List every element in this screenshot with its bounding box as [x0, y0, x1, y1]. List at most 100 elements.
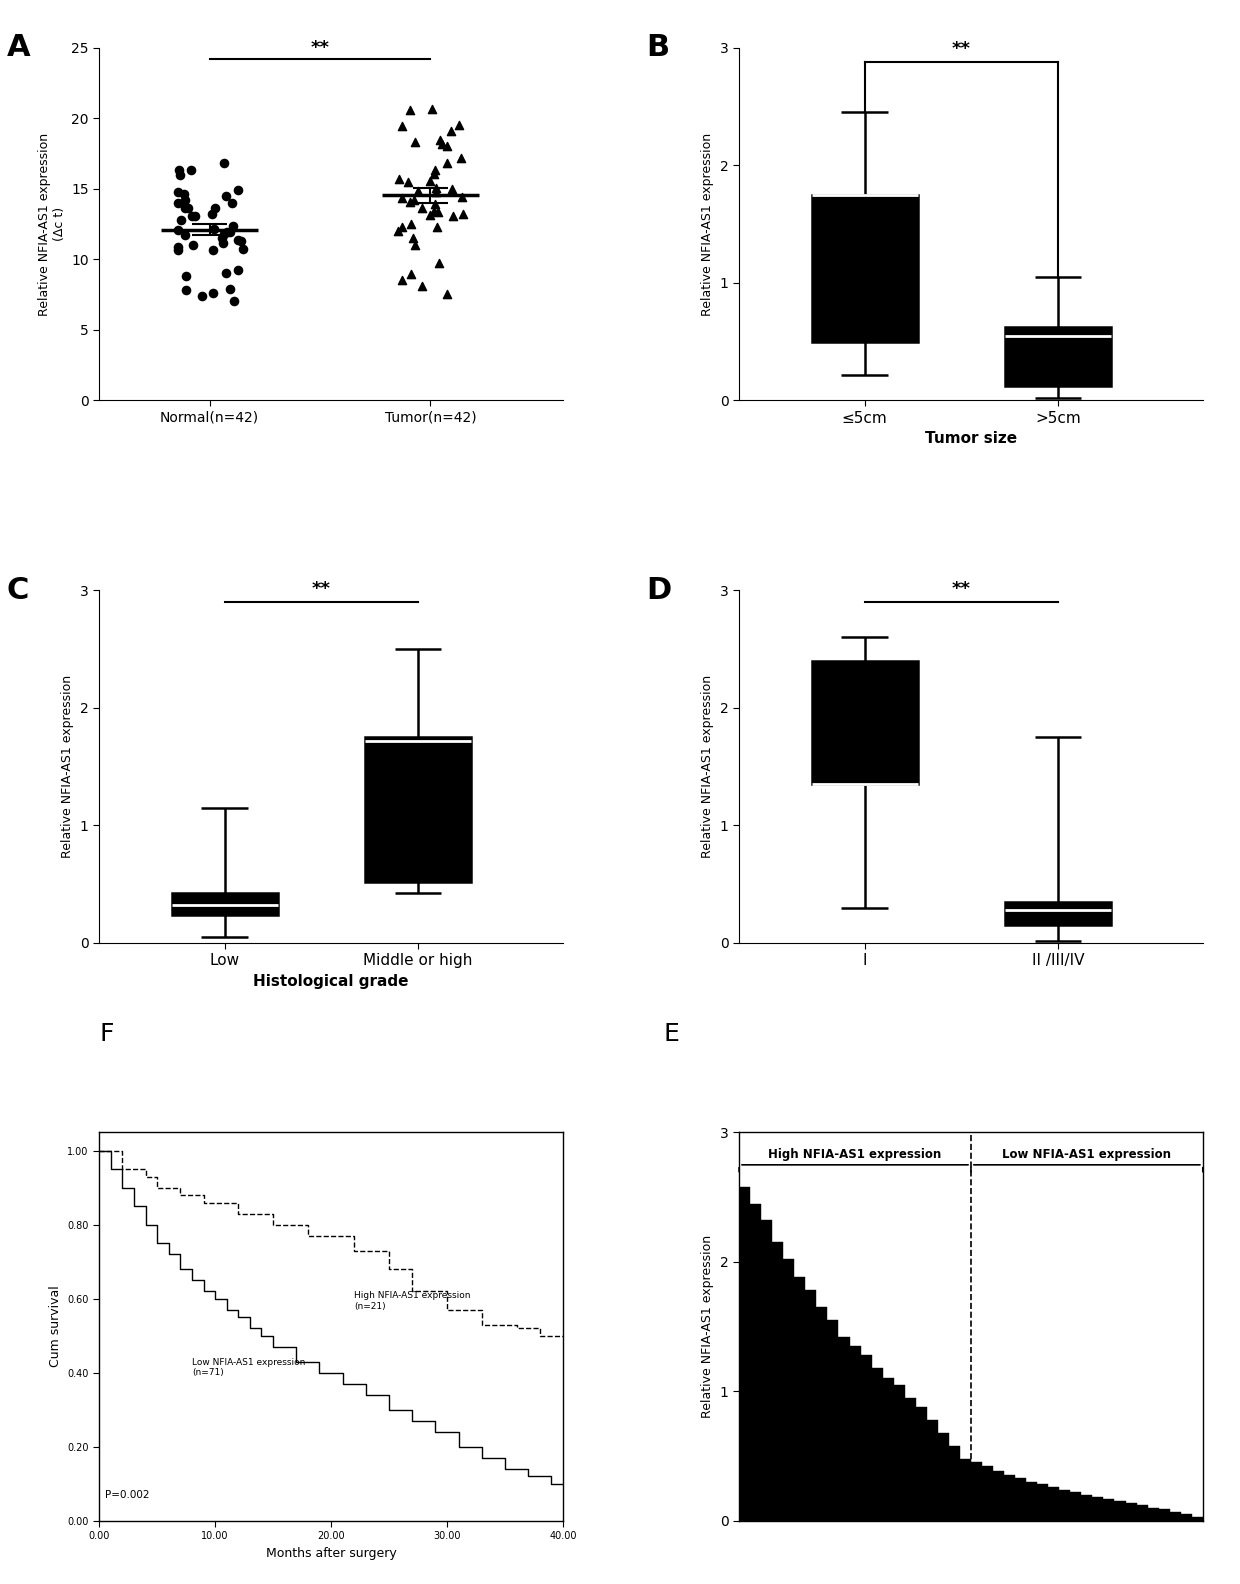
Point: [432, 131, 451, 157]
Point: [217, 184, 237, 209]
Bar: [816, 1307, 827, 1521]
Bar: [784, 1259, 795, 1521]
Bar: [982, 1467, 993, 1521]
Bar: [1180, 1514, 1192, 1521]
Text: C: C: [6, 577, 29, 605]
Point: [182, 233, 202, 258]
Point: [401, 98, 420, 124]
Bar: [811, 661, 918, 784]
Point: [203, 217, 223, 242]
Point: [401, 190, 420, 215]
Bar: [739, 1186, 750, 1521]
Bar: [1070, 1492, 1081, 1521]
Point: [428, 214, 448, 239]
X-axis label: Tumor size: Tumor size: [925, 431, 1017, 447]
Point: [425, 192, 445, 217]
Point: [412, 274, 432, 299]
Text: Low NFIA-AS1 expression: Low NFIA-AS1 expression: [1002, 1148, 1172, 1161]
Point: [231, 228, 250, 253]
Point: [202, 201, 222, 227]
Point: [170, 158, 190, 184]
Bar: [926, 1419, 937, 1521]
Bar: [1059, 1489, 1070, 1521]
Bar: [1092, 1497, 1104, 1521]
Point: [219, 220, 239, 246]
Text: High NFIA-AS1 expression
(n=21): High NFIA-AS1 expression (n=21): [355, 1291, 471, 1312]
Point: [398, 169, 418, 195]
Bar: [1004, 901, 1111, 925]
Point: [443, 176, 463, 201]
Point: [174, 182, 193, 208]
Bar: [811, 195, 918, 342]
Bar: [1192, 1517, 1203, 1521]
Point: [425, 157, 445, 182]
Point: [436, 133, 456, 158]
Point: [392, 214, 412, 239]
Point: [405, 233, 425, 258]
Bar: [861, 1354, 872, 1521]
Point: [171, 162, 191, 187]
Bar: [1004, 328, 1111, 386]
Point: [449, 112, 469, 138]
Point: [228, 227, 248, 252]
Bar: [937, 1432, 949, 1521]
Bar: [1115, 1502, 1126, 1521]
Text: D: D: [646, 577, 672, 605]
Text: P=0.002: P=0.002: [105, 1491, 150, 1500]
Point: [419, 168, 439, 193]
Point: [203, 280, 223, 306]
Bar: [960, 1459, 971, 1521]
Bar: [905, 1397, 916, 1521]
Text: B: B: [646, 33, 670, 62]
Point: [404, 130, 424, 155]
Text: F: F: [99, 1022, 114, 1045]
Point: [420, 203, 440, 228]
Point: [401, 211, 420, 236]
Y-axis label: Relative NFIA-AS1 expression: Relative NFIA-AS1 expression: [702, 1236, 714, 1418]
Point: [171, 208, 191, 233]
Point: [176, 277, 196, 303]
Bar: [773, 1242, 784, 1521]
Bar: [1169, 1511, 1180, 1521]
Text: High NFIA-AS1 expression: High NFIA-AS1 expression: [769, 1148, 941, 1161]
Point: [451, 184, 471, 209]
Point: [422, 97, 441, 122]
Bar: [1126, 1503, 1137, 1521]
Point: [403, 225, 423, 250]
Point: [223, 288, 243, 314]
Point: [388, 219, 408, 244]
Point: [219, 277, 239, 303]
Point: [167, 179, 187, 204]
X-axis label: Months after surgery: Months after surgery: [265, 1546, 397, 1560]
Bar: [365, 737, 471, 882]
Bar: [1104, 1498, 1115, 1521]
Point: [192, 284, 212, 309]
Point: [228, 258, 248, 284]
Point: [212, 225, 232, 250]
Point: [440, 119, 460, 144]
Point: [169, 238, 188, 263]
Point: [388, 166, 408, 192]
Point: [402, 261, 422, 287]
Point: [182, 203, 202, 228]
Y-axis label: Relative NFIA-AS1 expression: Relative NFIA-AS1 expression: [702, 675, 714, 859]
Text: **: **: [952, 40, 971, 59]
Bar: [795, 1277, 805, 1521]
Bar: [827, 1319, 838, 1521]
X-axis label: Histological grade: Histological grade: [253, 974, 409, 988]
Point: [222, 190, 242, 215]
Point: [429, 250, 449, 276]
Point: [175, 187, 195, 212]
Point: [185, 203, 205, 228]
Point: [203, 238, 223, 263]
Point: [424, 198, 444, 223]
Point: [216, 260, 236, 285]
Bar: [1158, 1510, 1169, 1521]
Point: [438, 282, 458, 307]
Point: [392, 185, 412, 211]
Bar: [750, 1204, 761, 1521]
Point: [453, 201, 472, 227]
Bar: [949, 1446, 960, 1521]
Bar: [838, 1337, 849, 1521]
Bar: [805, 1291, 816, 1521]
